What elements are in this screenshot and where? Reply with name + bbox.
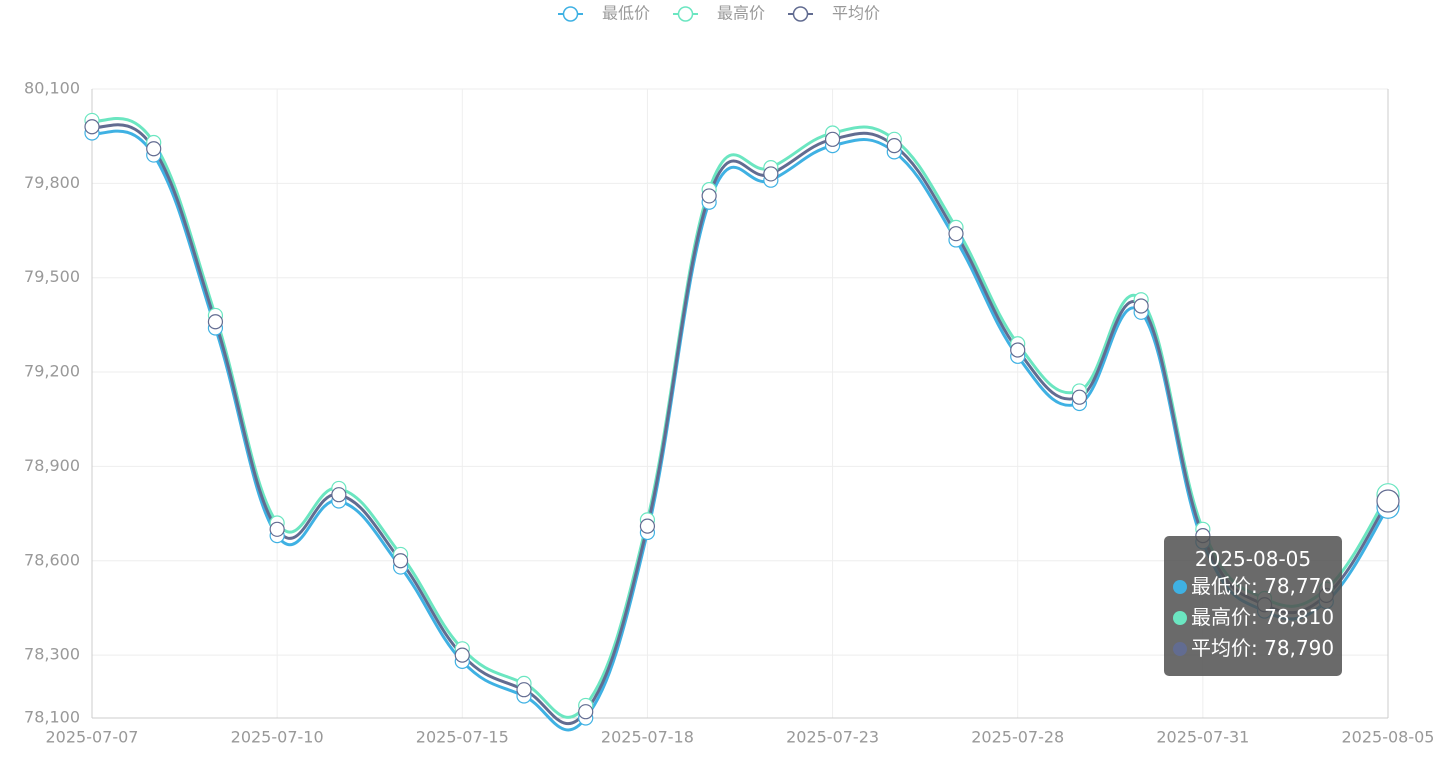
data-point — [886, 138, 902, 154]
y-tick-label: 79,200 — [24, 362, 80, 381]
y-tick-label: 78,600 — [24, 550, 80, 569]
tooltip-row: 平均价: 78,790 — [1173, 633, 1342, 664]
data-point — [1133, 298, 1149, 314]
legend-label: 最低价 — [602, 4, 650, 23]
legend-item: 平均价 — [788, 4, 880, 23]
tooltip-row: 最高价: 78,810 — [1173, 602, 1342, 633]
tooltip-dot — [1173, 580, 1187, 594]
x-tick-label: 2025-07-18 — [601, 728, 694, 747]
data-point — [454, 647, 470, 663]
x-tick-label: 2025-08-05 — [1342, 728, 1435, 747]
legend-icon — [677, 6, 694, 22]
data-point — [948, 226, 964, 242]
data-point — [1010, 342, 1026, 358]
legend-item: 最低价 — [558, 4, 650, 23]
x-tick-label: 2025-07-23 — [786, 728, 879, 747]
y-tick-label: 78,100 — [24, 708, 80, 727]
legend-label: 平均价 — [832, 4, 880, 23]
data-point — [331, 487, 347, 503]
data-point — [1376, 489, 1400, 513]
tooltip-text: 最高价: 78,810 — [1191, 605, 1335, 629]
y-tick-label: 78,300 — [24, 645, 80, 664]
tooltip-text: 最低价: 78,770 — [1191, 574, 1335, 598]
y-tick-label: 78,900 — [24, 456, 80, 475]
data-point — [763, 166, 779, 182]
data-point — [84, 119, 100, 135]
x-tick-label: 2025-07-31 — [1156, 728, 1249, 747]
data-point — [578, 704, 594, 720]
y-tick-label: 79,500 — [24, 267, 80, 286]
y-tick-label: 79,800 — [24, 173, 80, 192]
legend-label: 最高价 — [717, 4, 765, 23]
data-point — [639, 518, 656, 534]
data-point — [146, 141, 162, 157]
x-tick-label: 2025-07-15 — [416, 728, 509, 747]
data-point — [1071, 389, 1088, 405]
tooltip-dot — [1173, 642, 1187, 656]
data-point — [207, 314, 224, 330]
data-point — [824, 131, 841, 147]
tooltip-title: 2025-08-05 — [1194, 547, 1312, 571]
data-point — [516, 682, 532, 698]
data-point — [392, 553, 409, 569]
legend-item: 最高价 — [673, 4, 765, 23]
data-point — [269, 521, 285, 537]
x-tick-label: 2025-07-07 — [46, 728, 139, 747]
tooltip-text: 平均价: 78,790 — [1191, 636, 1335, 660]
tooltip-row: 最低价: 78,770 — [1173, 571, 1342, 602]
legend-icon — [792, 6, 809, 22]
data-point — [701, 188, 717, 204]
x-tick-label: 2025-07-28 — [971, 728, 1064, 747]
legend-icon — [562, 6, 579, 22]
tooltip-dot — [1173, 611, 1187, 625]
y-tick-label: 80,100 — [24, 79, 80, 98]
tooltip: 2025-08-05 最低价: 78,770 最高价: 78,810 平均价: 78… — [1164, 536, 1342, 676]
x-tick-label: 2025-07-10 — [231, 728, 324, 747]
